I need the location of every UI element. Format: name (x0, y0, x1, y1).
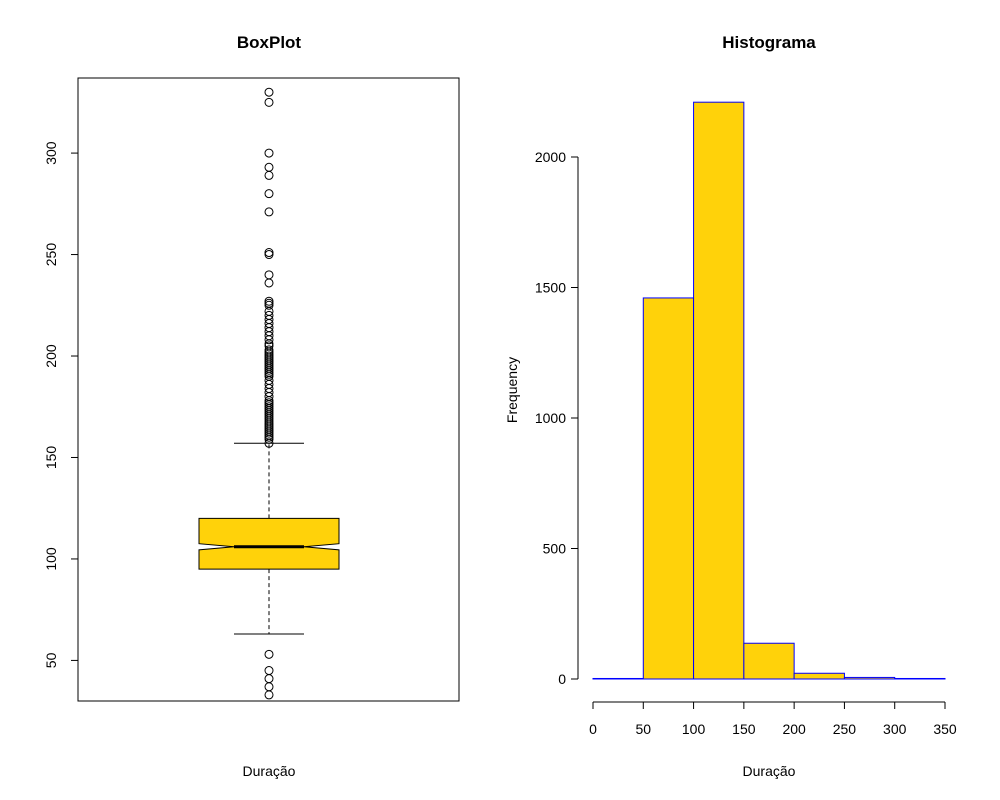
histogram-x-axis: 0 50 100 150 200 250 300 350 (589, 701, 957, 737)
y-tick-label: 150 (43, 446, 59, 470)
outlier-point (264, 345, 274, 355)
outlier-point (264, 207, 274, 217)
outlier-point (264, 148, 274, 158)
boxplot-box (198, 442, 340, 635)
boxplot-x-label: Duração (243, 763, 296, 779)
outlier-point (264, 298, 274, 308)
outlier-point (264, 270, 274, 280)
y-tick-label: 0 (558, 671, 566, 687)
outlier-point (264, 170, 274, 180)
x-tick-label: 50 (635, 721, 651, 737)
boxplot-y-axis: 50 100 150 200 250 300 (43, 141, 79, 668)
x-tick-label: 100 (682, 721, 706, 737)
boxplot-panel: BoxPlot 50 100 150 200 250 300 Duração (43, 33, 460, 779)
histogram-bar (693, 101, 745, 680)
histogram-y-label: Frequency (504, 357, 520, 423)
outlier-point (264, 162, 274, 172)
histogram-bar (894, 677, 946, 680)
y-tick-label: 1000 (535, 410, 566, 426)
y-tick-label: 250 (43, 243, 59, 267)
outlier-point (264, 649, 274, 659)
notched-box (198, 517, 340, 570)
x-tick-label: 350 (933, 721, 957, 737)
histogram-x-label: Duração (743, 763, 796, 779)
outlier-point (264, 250, 274, 260)
histogram-panel: Histograma 0 500 1000 1500 2000 0 50 100 150 200… (504, 33, 957, 779)
y-tick-label: 50 (43, 652, 59, 668)
outlier-point (264, 87, 274, 97)
y-tick-label: 2000 (535, 149, 566, 165)
x-tick-label: 150 (732, 721, 756, 737)
x-tick-label: 300 (883, 721, 907, 737)
x-tick-label: 0 (589, 721, 597, 737)
outlier-point (264, 189, 274, 199)
histogram-title: Histograma (722, 33, 816, 52)
outlier-point (264, 248, 274, 258)
outlier-point (264, 310, 274, 320)
y-tick-label: 200 (43, 344, 59, 368)
y-tick-label: 500 (543, 541, 567, 557)
x-tick-label: 200 (782, 721, 806, 737)
y-tick-label: 100 (43, 547, 59, 571)
outlier-point (264, 674, 274, 684)
outlier-point (264, 97, 274, 107)
histogram-bars (592, 101, 946, 680)
boxplot-title: BoxPlot (237, 33, 302, 52)
outlier-point (264, 666, 274, 676)
y-tick-label: 1500 (535, 280, 566, 296)
boxplot-outliers (264, 87, 274, 700)
y-tick-label: 300 (43, 141, 59, 165)
histogram-bar (743, 642, 795, 680)
outlier-point (264, 682, 274, 692)
histogram-bar (793, 672, 845, 680)
outlier-point (264, 690, 274, 700)
histogram-bar (843, 676, 896, 680)
outlier-point (264, 278, 274, 288)
histogram-bar (642, 297, 695, 680)
outlier-point (264, 296, 274, 306)
histogram-bar (592, 677, 644, 680)
histogram-y-axis: 0 500 1000 1500 2000 (535, 149, 579, 687)
x-tick-label: 250 (833, 721, 857, 737)
